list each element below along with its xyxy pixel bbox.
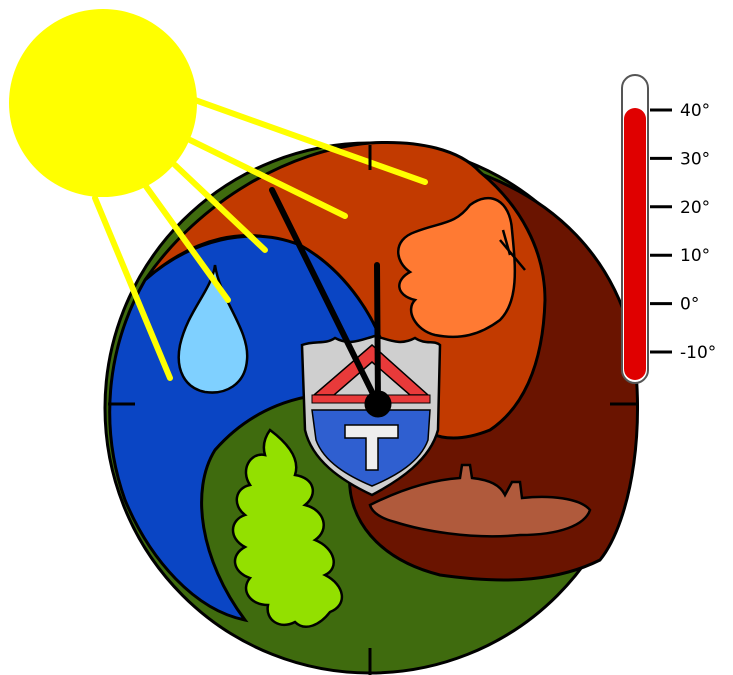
thermometer-tick-label: -10° [680,343,716,363]
hill-icon [368,463,592,538]
thermometer-scale: 40° 30° 20° 10° 0° -10° [650,101,716,363]
clock-hands-icon [269,187,392,418]
clock-ticks [108,145,637,675]
thermometer-tick-label: 0° [680,295,699,315]
water-drop-icon [177,264,249,394]
thermometer-tick-label: 20° [680,198,710,218]
thermometer-fill [624,108,646,380]
thermometer-tick-label: 30° [680,149,710,169]
thermometer-tick-label: 40° [680,101,710,121]
thermometer-icon [621,74,649,384]
thermometer-tick-label: 10° [680,246,710,266]
oak-leaf-icon [231,428,343,628]
water-segment [108,234,393,623]
sun-icon [9,9,197,197]
butterfly-icon [397,196,526,339]
sun-rays [92,97,428,381]
